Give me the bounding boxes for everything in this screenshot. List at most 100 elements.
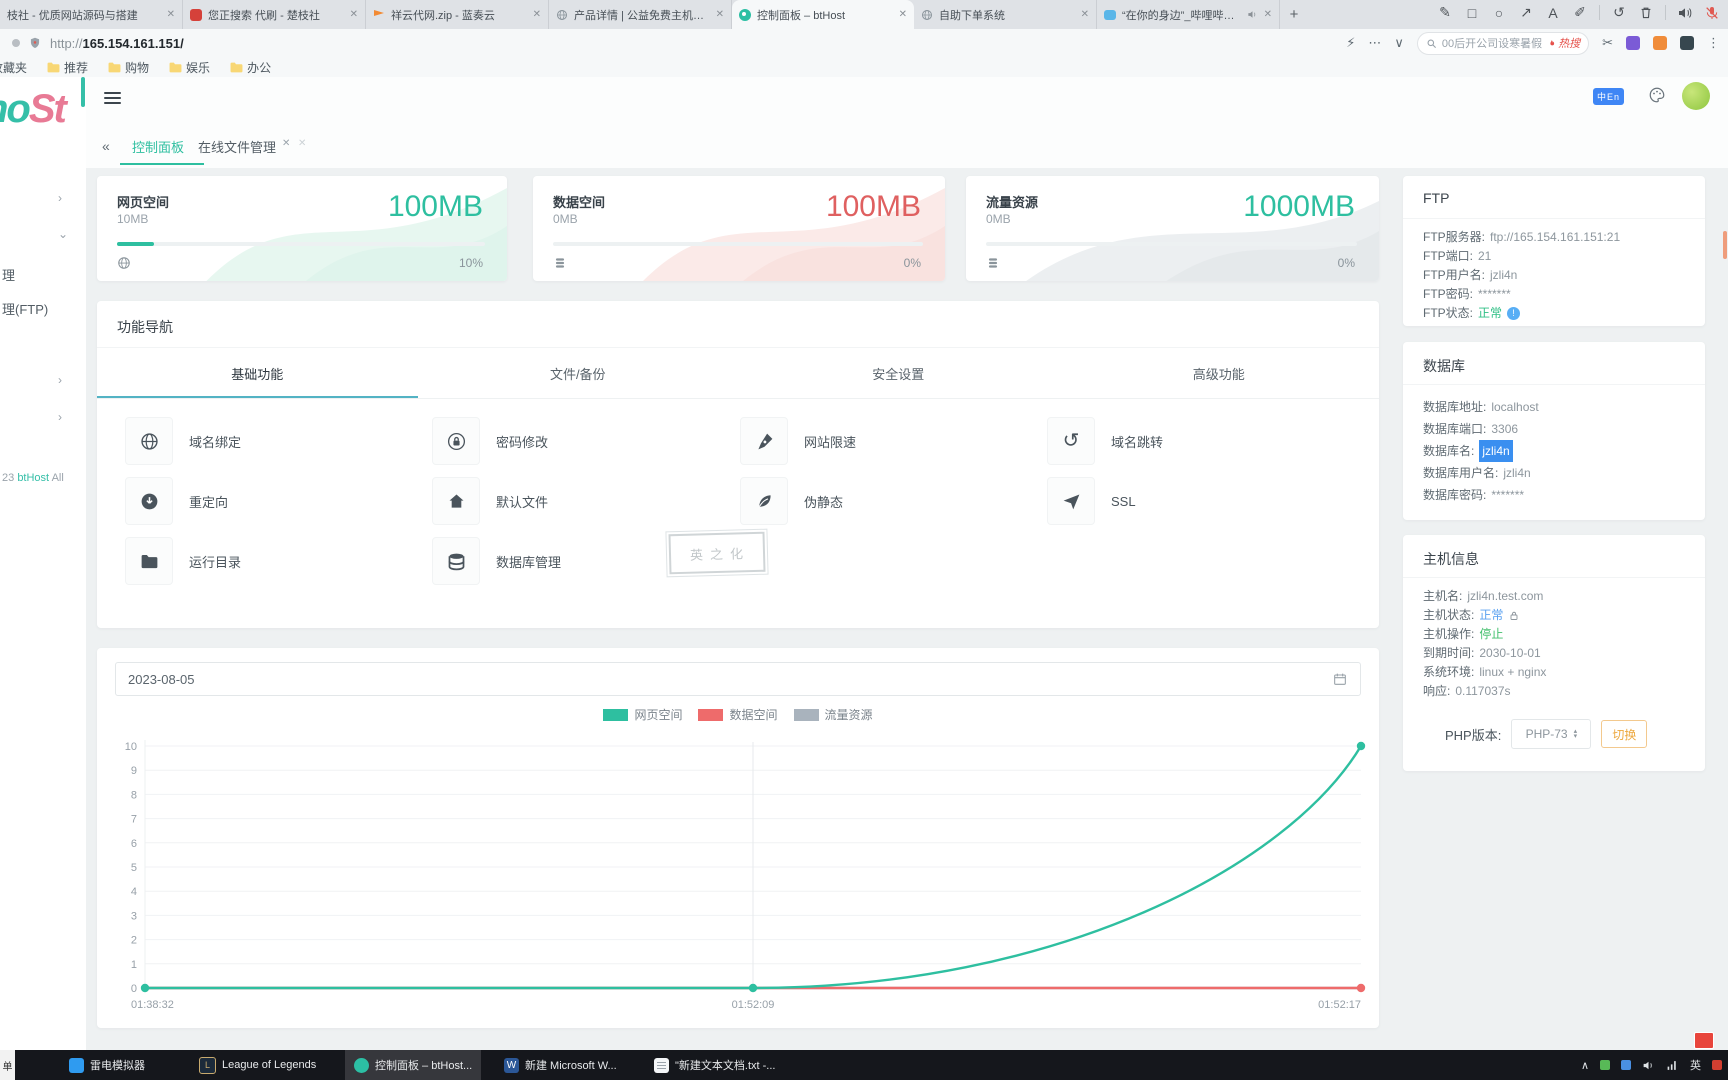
browser-tab-bilibili[interactable]: “在你的身边”_哔哩哔哩_b ✕	[1097, 0, 1280, 29]
tray-speaker-icon[interactable]	[1642, 1059, 1655, 1072]
tab-file-backup[interactable]: 文件/备份	[549, 366, 606, 382]
tab-close-icon[interactable]: ✕	[1263, 9, 1272, 20]
feature-database-manage[interactable]: 数据库管理	[432, 537, 561, 585]
tab-advanced[interactable]: 高级功能	[1192, 366, 1245, 382]
lightning-icon[interactable]: ⚡	[1346, 35, 1356, 50]
hamburger-menu-icon[interactable]	[104, 92, 121, 104]
tab-close-icon[interactable]: ✕	[298, 138, 307, 149]
taskbar-league-of-legends[interactable]: L League of Legends	[190, 1050, 325, 1080]
browser-tab-3[interactable]: 祥云代网.zip - 蓝奏云 ✕	[366, 0, 549, 29]
undo-icon[interactable]: ↺	[1613, 4, 1625, 20]
kebab-menu-icon[interactable]: ⋮	[1707, 35, 1720, 50]
floating-widget[interactable]	[1694, 1032, 1714, 1049]
browser-tab-active-bthost[interactable]: 控制面板 – btHost ✕	[732, 0, 914, 29]
tab-close-icon[interactable]: ✕	[349, 9, 358, 20]
legend-traffic[interactable]: 流量资源	[793, 706, 873, 723]
edge-window-peek[interactable]: 单	[0, 1050, 15, 1080]
tab-close-icon[interactable]: ✕	[532, 9, 541, 20]
info-icon[interactable]: !	[1507, 307, 1521, 320]
microphone-muted-icon[interactable]	[1704, 5, 1720, 21]
page-tab-dashboard[interactable]: 控制面板	[132, 140, 185, 155]
marker-icon[interactable]: ✐	[1574, 4, 1586, 20]
scrollbar-thumb[interactable]	[1723, 231, 1727, 259]
circle-icon[interactable]: ○	[1494, 4, 1504, 21]
sidebar-item-ftp-manage[interactable]: 理(FTP)	[2, 302, 49, 317]
user-avatar[interactable]	[1682, 82, 1710, 110]
tab-close-icon[interactable]: ✕	[898, 9, 907, 20]
php-switch-button[interactable]: 切换	[1601, 720, 1648, 748]
text-tool-icon[interactable]: A	[1548, 4, 1558, 21]
more-icon[interactable]: ⋯	[1368, 35, 1382, 50]
tray-expand-icon[interactable]: ∧	[1580, 1059, 1589, 1072]
tray-app-icon[interactable]	[1600, 1060, 1610, 1070]
bookmark-folder[interactable]: 推荐	[47, 59, 88, 76]
tab-security[interactable]: 安全设置	[872, 366, 925, 382]
chevron-right-icon[interactable]: ›	[58, 410, 62, 424]
extension-dot-icon[interactable]	[12, 39, 20, 47]
hot-search-badge[interactable]: 热搜	[1547, 35, 1580, 51]
feature-change-password[interactable]: 密码修改	[432, 417, 548, 465]
feature-site-speed-limit[interactable]: 网站限速	[740, 417, 856, 465]
theme-palette-icon[interactable]	[1648, 86, 1666, 104]
taskbar-word[interactable]: W 新建 Microsoft W...	[495, 1050, 626, 1080]
chevron-right-icon[interactable]: ›	[58, 373, 62, 387]
feature-url-rewrite[interactable]: 伪静态	[740, 477, 843, 525]
url-text[interactable]: http://165.154.161.151/	[50, 35, 184, 51]
tabs-collapse-icon[interactable]: «	[102, 138, 110, 154]
taskbar-notepad[interactable]: "新建文本文档.txt -...	[645, 1050, 784, 1080]
tab-close-icon[interactable]: ✕	[282, 138, 291, 149]
tab-basic-functions[interactable]: 基础功能	[231, 366, 284, 382]
tray-app-icon[interactable]	[1621, 1060, 1631, 1070]
tab-close-icon[interactable]: ✕	[1080, 9, 1089, 20]
taskbar-ldplayer[interactable]: 雷电模拟器	[60, 1050, 154, 1080]
search-box[interactable]: 00后开公司设寒暑假 热搜	[1416, 31, 1590, 55]
extension-orange-icon[interactable]	[1653, 36, 1667, 50]
bookmark-folder[interactable]: 办公	[230, 59, 271, 76]
chevron-right-icon[interactable]: ›	[58, 191, 62, 205]
address-bar[interactable]: http://165.154.161.151/ ⚡ ⋯ ∨ 00后开公司设寒暑假…	[0, 29, 1728, 57]
php-version-select[interactable]: PHP-73 ▴ ▾	[1511, 719, 1592, 749]
tray-network-icon[interactable]	[1666, 1059, 1679, 1072]
browser-tab-6[interactable]: 自助下单系统 ✕	[914, 0, 1097, 29]
feature-redirect[interactable]: 重定向	[125, 477, 228, 525]
feature-domain-bind[interactable]: 域名绑定	[125, 417, 241, 465]
speaker-icon[interactable]	[1677, 5, 1693, 21]
pencil-icon[interactable]: ✎	[1439, 4, 1451, 20]
tab-close-icon[interactable]: ✕	[166, 9, 175, 20]
security-shield-icon[interactable]	[28, 36, 42, 50]
bookmark-folder[interactable]: 娱乐	[169, 59, 210, 76]
arrow-icon[interactable]: ↗	[1520, 4, 1532, 20]
browser-tab-2[interactable]: 您正搜索 代刷 - 楚枝社 ✕	[183, 0, 366, 29]
new-tab-button[interactable]: +	[1289, 6, 1299, 23]
tab-close-icon[interactable]: ✕	[715, 9, 724, 20]
extension-purple-icon[interactable]	[1626, 36, 1640, 50]
chevron-down-icon[interactable]: ∨	[1394, 35, 1404, 50]
bookmark-folder[interactable]: 购物	[108, 59, 149, 76]
chevron-down-icon[interactable]: ⌄	[58, 227, 69, 241]
page-tab-file-manager[interactable]: 在线文件管理	[198, 140, 277, 155]
feature-ssl[interactable]: SSL	[1047, 477, 1136, 525]
extension-dark-icon[interactable]	[1680, 36, 1694, 50]
divider	[1403, 218, 1705, 219]
tray-input-method[interactable]: 英	[1690, 1060, 1701, 1072]
db-name-value-selected[interactable]: jzli4n	[1479, 440, 1513, 462]
tab-audio-icon[interactable]	[1247, 9, 1258, 20]
feature-domain-redirect[interactable]: ↺ 域名跳转	[1047, 417, 1163, 465]
browser-tab-1[interactable]: 枝社 - 优质网站源码与搭建 ✕	[0, 0, 183, 29]
feature-run-directory[interactable]: 运行目录	[125, 537, 241, 585]
legend-web-space[interactable]: 网页空间	[603, 706, 682, 723]
trash-icon[interactable]	[1638, 5, 1654, 20]
taskbar-bthost-browser[interactable]: 控制面板 – btHost...	[345, 1050, 482, 1080]
bookmark-favorites[interactable]: 收藏夹	[0, 60, 28, 75]
date-input[interactable]: 2023-08-05	[115, 662, 1361, 696]
language-badge[interactable]: 中En	[1592, 88, 1624, 105]
browser-tab-4[interactable]: 产品详情 | 公益免费主机互联 ✕	[549, 0, 732, 29]
feature-default-file[interactable]: 默认文件	[432, 477, 548, 525]
host-stop-action[interactable]: 停止	[1479, 627, 1504, 641]
legend-database-space[interactable]: 数据空间	[698, 706, 778, 723]
scissors-icon[interactable]: ✂	[1602, 35, 1613, 50]
rectangle-icon[interactable]: □	[1467, 4, 1477, 21]
sidebar-item-file-manage[interactable]: 理	[2, 268, 16, 283]
calendar-icon[interactable]	[1332, 671, 1348, 687]
tray-notification-icon[interactable]	[1712, 1060, 1722, 1070]
